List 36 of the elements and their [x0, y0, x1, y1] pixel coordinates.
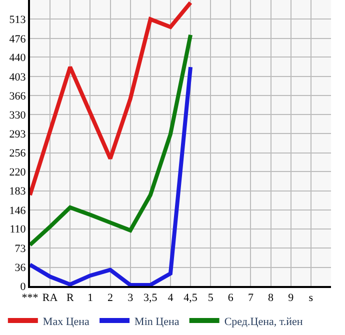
x-tick-label: *** [22, 292, 38, 304]
x-tick-label: 6 [228, 292, 234, 304]
y-tick-label: 476 [9, 33, 26, 46]
y-tick-label: 440 [9, 52, 26, 64]
y-tick-label: 256 [9, 148, 26, 160]
x-tick-label: 3,5 [144, 292, 158, 304]
x-tick-label: 1 [87, 292, 93, 304]
x-tick-label: 5 [208, 292, 214, 304]
x-tick-label: 7 [248, 292, 254, 304]
x-tick-label: s [308, 292, 314, 304]
y-tick-label: 146 [9, 204, 26, 217]
y-tick-label: 0 [20, 280, 26, 293]
y-tick-label: 183 [9, 186, 26, 198]
legend-label: Min Цена [134, 316, 180, 328]
x-tick-label: RA [42, 292, 58, 304]
y-tick-label: 220 [9, 166, 26, 178]
y-tick-label: 110 [10, 224, 26, 236]
y-tick-label: 36 [14, 262, 26, 274]
line-series [30, 32, 193, 247]
y-tick-label: 403 [9, 71, 26, 84]
x-tick-label: R [66, 292, 74, 304]
y-tick-label: 330 [9, 109, 26, 122]
legend-label: Сред.Цена, т.йен [224, 316, 303, 328]
x-tick-label: 9 [288, 292, 294, 304]
y-tick-label: 73 [14, 242, 26, 255]
x-tick-label: 4 [168, 292, 174, 304]
x-tick-label: 2 [108, 292, 114, 304]
x-tick-label: 4,5 [184, 292, 198, 304]
y-tick-label: 366 [9, 90, 26, 103]
y-tick-label: 513 [9, 14, 26, 26]
y-tick-label: 293 [9, 128, 26, 140]
x-tick-label: 3 [128, 292, 134, 304]
line-series [30, 0, 193, 197]
x-tick-label: 8 [268, 292, 274, 304]
legend-label: Max Цена [42, 316, 90, 328]
line-series [30, 65, 193, 286]
